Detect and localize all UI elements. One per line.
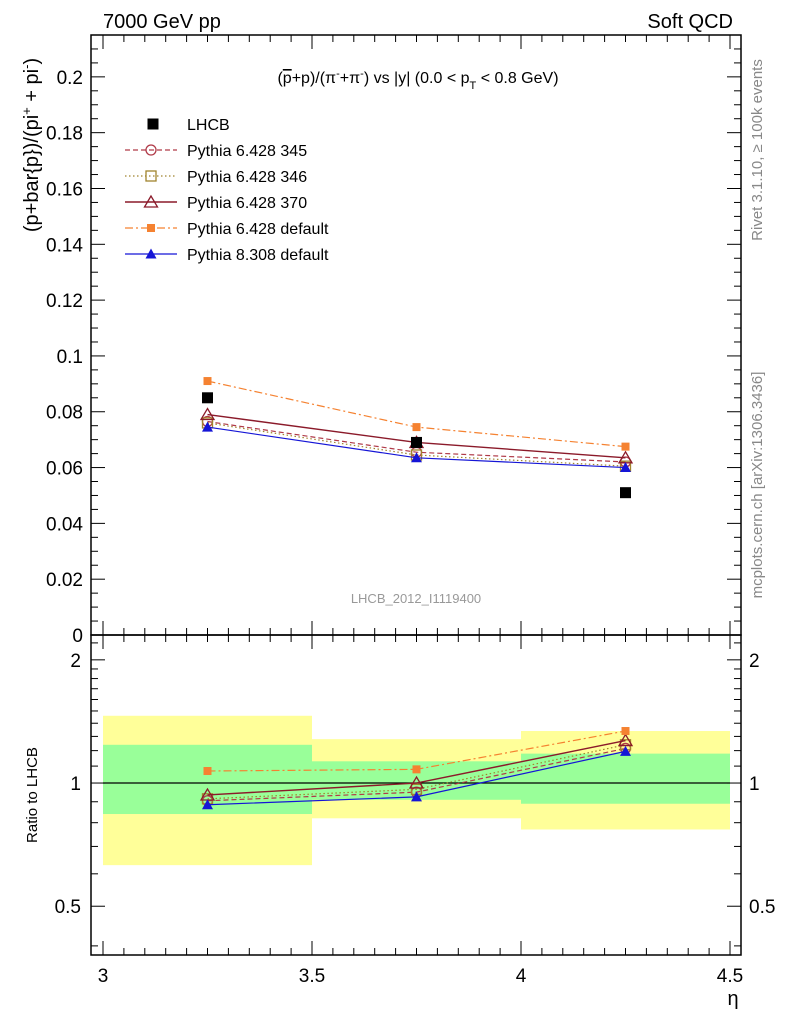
main-y-tick-label: 0.1	[57, 347, 83, 368]
title-open: (	[277, 70, 283, 87]
legend-label-p345: Pythia 6.428 345	[187, 143, 307, 160]
legend-marker-p345	[145, 144, 157, 156]
ratio-y-tick-label-left: 2	[70, 651, 81, 672]
data-point-lhcb	[202, 392, 213, 404]
ratio-series-group	[199, 727, 634, 810]
ratio-line-p370	[207, 739, 626, 796]
ratio-point-p8def	[202, 799, 213, 810]
main-y-tick-label: 0.06	[46, 459, 83, 480]
main-y-tick-label: 0.08	[46, 403, 83, 424]
legend-label-p6def: Pythia 6.428 default	[187, 221, 329, 238]
data-point-lhcb	[620, 487, 631, 499]
ylabel-tail: + pi	[21, 69, 43, 107]
legend-label-p8def: Pythia 8.308 default	[187, 247, 329, 264]
main-y-tick-label: 0.16	[46, 179, 83, 200]
x-tick-label: 3	[98, 966, 109, 987]
main-y-tick-label: 0.14	[46, 235, 83, 256]
data-point-p6def	[203, 377, 212, 386]
ratio-y-tick-label-right: 2	[749, 651, 760, 672]
mcplots-label: mcplots.cern.ch [arXiv:1306.3436]	[749, 372, 766, 599]
ylabel-main: (p+bar{p})/(pi	[21, 115, 43, 232]
x-tick-label: 4.5	[717, 966, 743, 987]
ratio-point-p370	[617, 733, 634, 747]
rivet-version-label: Rivet 3.1.10, ≥ 100k events	[749, 59, 766, 241]
main-y-tick-label: 0.12	[46, 291, 83, 312]
analysis-watermark: LHCB_2012_I1119400	[351, 591, 481, 606]
ratio-y-tick-label-left: 0.5	[55, 897, 81, 918]
main-ylabel: (p+bar{p})/(pi+ + pi-)	[19, 58, 43, 232]
legend-marker-p346	[145, 170, 157, 182]
title-sup2: -	[360, 68, 364, 80]
ratio-point-p6def	[621, 727, 630, 736]
ratio-ylabel: Ratio to LHCB	[24, 747, 41, 843]
data-point-p8def	[620, 462, 631, 473]
ratio-y-tick-label-right: 0.5	[749, 897, 775, 918]
legend: LHCB Pythia 6.428 345 Pythia 6.428 346 Pyth…	[125, 117, 329, 264]
ratio-line-p346	[207, 744, 626, 800]
legend-marker-p6def	[147, 224, 155, 232]
main-series-group	[199, 377, 634, 499]
legend-marker-p370	[143, 194, 159, 208]
ratio-band-green	[521, 753, 730, 804]
data-point-p370	[199, 407, 216, 421]
data-point-p8def	[411, 452, 422, 463]
series-line-p345	[207, 420, 626, 463]
title-post: < 0.8 GeV)	[476, 70, 558, 87]
main-y-tick-label: 0.02	[46, 570, 83, 591]
legend-marker-p8def	[145, 248, 157, 259]
title-mid: +p)/(π	[292, 70, 336, 87]
data-point-p6def	[412, 423, 421, 432]
x-tick-label: 4	[516, 966, 527, 987]
main-y-tick-label: 0.04	[46, 514, 83, 535]
ylabel-close: )	[21, 58, 43, 65]
ylabel-sup2: -	[19, 65, 34, 69]
data-point-p8def	[202, 421, 213, 432]
data-point-p6def	[621, 442, 630, 451]
title-sub: T	[470, 80, 477, 92]
ratio-axes: 0.5 0.5 1 1 2 2 3 3.5 4 4.5	[55, 634, 775, 987]
title-sup1: -	[336, 68, 340, 80]
main-y-tick-label: 0.18	[46, 124, 83, 145]
x-axis-label: η	[727, 988, 738, 1010]
data-point-lhcb	[411, 436, 422, 448]
legend-label-p346: Pythia 6.428 346	[187, 169, 307, 186]
main-y-tick-label: 0.2	[57, 68, 83, 89]
ratio-point-p6def	[203, 767, 212, 776]
header-left-label: 7000 GeV pp	[103, 11, 221, 33]
main-title: (p+p)/(π-+π-) vs |y| (0.0 < pT < 0.8 GeV…	[277, 68, 558, 92]
legend-marker-lhcb	[147, 118, 159, 130]
x-tick-label: 3.5	[299, 966, 325, 987]
main-y-tick-label: 0	[72, 626, 83, 647]
legend-label-lhcb: LHCB	[187, 117, 230, 134]
header-right-label: Soft QCD	[647, 11, 733, 33]
ratio-point-p6def	[412, 765, 421, 774]
title-mid2: +π	[340, 70, 360, 87]
ratio-point-p370	[408, 775, 425, 789]
title-mid3: ) vs |y| (0.0 < p	[364, 70, 470, 87]
ratio-y-tick-label-right: 1	[749, 774, 760, 795]
ylabel-sup: +	[19, 107, 34, 115]
ratio-y-tick-label-left: 1	[70, 774, 81, 795]
title-pbar: p	[283, 70, 292, 87]
legend-label-p370: Pythia 6.428 370	[187, 195, 307, 212]
ratio-point-p8def	[620, 745, 631, 756]
ratio-point-p8def	[411, 791, 422, 802]
main-axes: 0 0.02 0.04 0.06 0.08 0.1 0.12 0.14 0.16 0.18 0.2	[46, 34, 742, 647]
ratio-uncertainty-bands	[103, 715, 730, 866]
